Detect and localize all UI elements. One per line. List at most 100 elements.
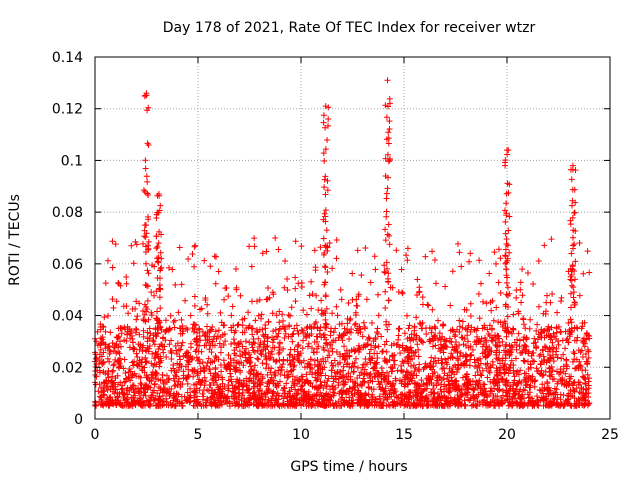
data-point <box>129 371 136 378</box>
data-point <box>221 296 228 303</box>
data-point <box>335 398 342 405</box>
data-point <box>249 344 256 351</box>
data-point <box>194 329 201 336</box>
data-point <box>192 348 199 355</box>
data-point <box>261 390 268 397</box>
data-point <box>437 348 444 355</box>
data-point <box>420 387 427 394</box>
data-point <box>260 346 267 353</box>
data-point <box>151 396 158 403</box>
data-point <box>282 258 289 265</box>
data-point <box>409 355 416 362</box>
data-point <box>241 396 248 403</box>
data-point <box>104 395 111 402</box>
x-tick-label: 15 <box>395 427 413 443</box>
data-point <box>202 378 209 385</box>
data-point <box>426 338 433 345</box>
data-point <box>459 318 466 325</box>
data-point <box>429 366 436 373</box>
data-point <box>259 360 266 367</box>
data-point <box>171 383 178 390</box>
data-point <box>461 397 468 404</box>
data-point <box>330 392 337 399</box>
data-point <box>217 309 224 316</box>
data-point <box>331 402 338 409</box>
y-tick-label: 0.02 <box>52 360 83 376</box>
data-point <box>365 334 372 341</box>
data-point <box>524 269 531 276</box>
data-point <box>178 281 185 288</box>
data-point <box>266 355 273 362</box>
data-point <box>437 386 444 393</box>
data-point <box>391 352 398 359</box>
data-point <box>495 279 502 286</box>
data-point <box>404 369 411 376</box>
data-point <box>162 317 169 324</box>
data-point <box>276 340 283 347</box>
data-point <box>117 379 124 386</box>
data-point <box>410 336 417 343</box>
data-point <box>390 390 397 397</box>
data-point <box>264 371 271 378</box>
data-point <box>502 369 509 376</box>
data-point <box>345 299 352 306</box>
data-point <box>366 371 373 378</box>
x-axis-label: GPS time / hours <box>290 459 407 475</box>
data-point <box>375 312 382 319</box>
data-point <box>385 270 392 277</box>
data-point <box>219 331 226 338</box>
data-point <box>197 337 204 344</box>
data-point <box>313 393 320 400</box>
data-point <box>228 312 235 319</box>
data-point <box>432 332 439 339</box>
data-point <box>399 342 406 349</box>
data-point <box>239 329 246 336</box>
data-point <box>549 291 556 298</box>
data-point <box>145 141 152 148</box>
data-point <box>513 399 520 406</box>
data-point <box>110 348 117 355</box>
data-point <box>133 350 140 357</box>
data-point <box>226 362 233 369</box>
data-point <box>360 375 367 382</box>
data-point <box>458 334 465 341</box>
data-point <box>381 341 388 348</box>
data-point <box>390 340 397 347</box>
data-point <box>386 232 393 239</box>
data-point <box>272 396 279 403</box>
data-point <box>94 342 101 349</box>
data-point <box>175 347 182 354</box>
data-point <box>114 394 121 401</box>
data-point <box>148 289 155 296</box>
data-point <box>416 288 423 295</box>
data-point <box>513 346 520 353</box>
data-point <box>458 263 465 270</box>
data-point <box>535 303 542 310</box>
data-point <box>580 338 587 345</box>
data-point <box>466 258 473 265</box>
data-point <box>346 397 353 404</box>
data-point <box>292 298 299 305</box>
data-point <box>405 325 412 332</box>
data-point <box>269 339 276 346</box>
data-point <box>243 345 250 352</box>
data-point <box>579 367 586 374</box>
data-point <box>442 344 449 351</box>
data-point <box>238 359 245 366</box>
data-point <box>178 316 185 323</box>
data-point <box>329 345 336 352</box>
data-point <box>128 328 135 335</box>
data-point <box>386 321 393 328</box>
data-point <box>218 368 225 375</box>
data-point <box>133 326 140 333</box>
data-point <box>298 326 305 333</box>
data-point <box>324 341 331 348</box>
data-point <box>329 265 336 272</box>
data-point <box>255 356 262 363</box>
data-point <box>354 382 361 389</box>
data-point <box>117 399 124 406</box>
data-point <box>545 348 552 355</box>
data-point <box>317 370 324 377</box>
data-point <box>558 298 565 305</box>
data-point <box>510 390 517 397</box>
